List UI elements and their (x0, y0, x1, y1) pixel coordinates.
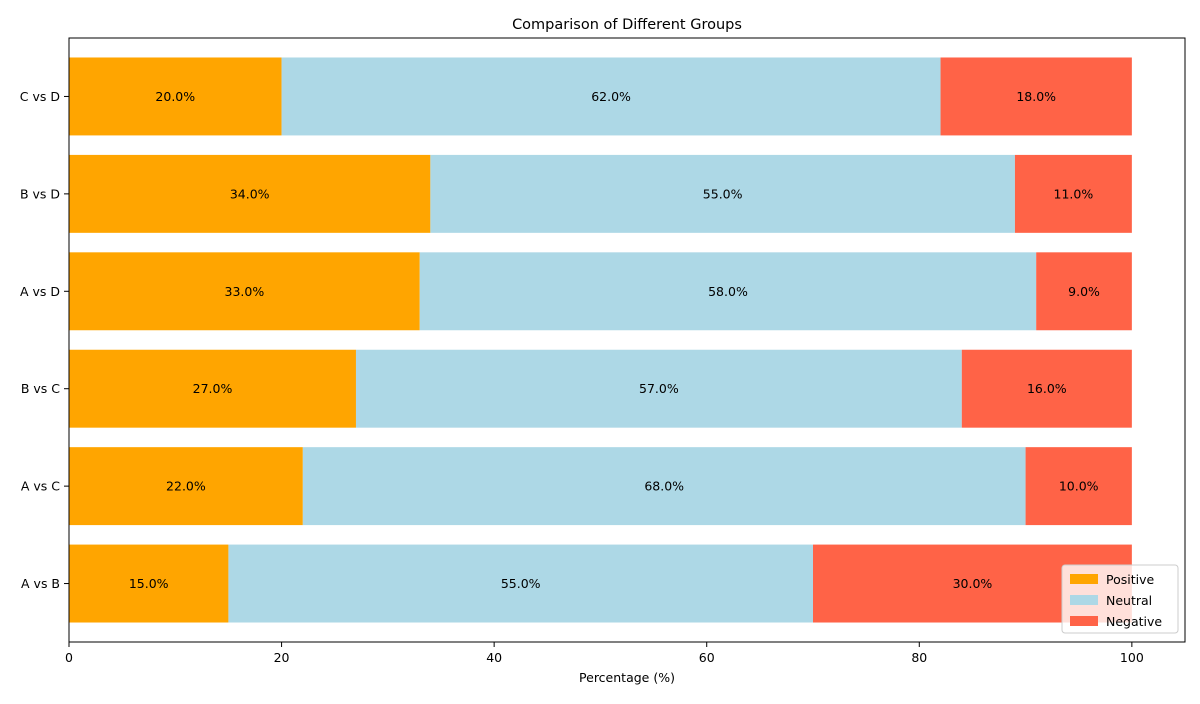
bar-value-label: 20.0% (155, 89, 195, 104)
bar-value-label: 68.0% (644, 479, 684, 494)
y-tick-label: A vs C (21, 479, 60, 494)
x-tick-label: 20 (274, 650, 290, 665)
bar-value-label: 57.0% (639, 381, 679, 396)
bar-segment-neutral (281, 57, 941, 136)
bar-value-label: 55.0% (703, 186, 743, 201)
bar-segment-neutral (355, 349, 962, 428)
bar-value-label: 62.0% (591, 89, 631, 104)
x-tick-label: 80 (911, 650, 927, 665)
bar-value-label: 9.0% (1068, 284, 1100, 299)
bar-segment-positive (69, 544, 229, 623)
value-label-group: 15.0% 55.0% 30.0% 22.0% 68.0% 10.0% 27.0% 57.0%… (129, 89, 1100, 591)
bar-segment-neutral (430, 154, 1015, 233)
x-tick-label: 100 (1120, 650, 1144, 665)
plot-frame (68, 37, 1186, 643)
y-tick-label: B vs C (21, 381, 60, 396)
bar-value-label: 27.0% (193, 381, 233, 396)
bar-value-label: 58.0% (708, 284, 748, 299)
bar-value-label: 33.0% (225, 284, 265, 299)
x-tick-label: 60 (699, 650, 715, 665)
bar-value-label: 16.0% (1027, 381, 1067, 396)
legend: Positive Neutral Negative (1061, 564, 1179, 634)
bar-segment-neutral (228, 544, 813, 623)
legend-label-positive: Positive (1106, 572, 1154, 587)
legend-swatch-negative (1070, 616, 1098, 626)
legend-label-negative: Negative (1106, 614, 1162, 629)
bar-value-label: 10.0% (1059, 479, 1099, 494)
bar-segment-neutral (419, 252, 1037, 331)
x-tick-label: 0 (65, 650, 73, 665)
bar-value-label: 15.0% (129, 576, 169, 591)
bar-value-label: 55.0% (501, 576, 541, 591)
chart-title: Comparison of Different Groups (512, 17, 742, 33)
bar-segment-positive (69, 349, 356, 428)
bar-segment-negative (1025, 447, 1132, 526)
bar-value-label: 30.0% (953, 576, 993, 591)
y-tick-label: B vs D (20, 186, 60, 201)
bar-value-label: 18.0% (1016, 89, 1056, 104)
y-tick-label: C vs D (20, 89, 60, 104)
bar-segment-positive (69, 252, 420, 331)
bar-segment-positive (69, 154, 431, 233)
bar-segment-negative (940, 57, 1132, 136)
legend-label-neutral: Neutral (1106, 593, 1152, 608)
bar-segment-negative (961, 349, 1132, 428)
y-tick-label: A vs D (20, 284, 60, 299)
bar-segment-negative (1014, 154, 1132, 233)
y-axis: A vs B A vs C B vs C A vs D B vs D C vs D (20, 89, 69, 591)
x-axis-label: Percentage (%) (579, 670, 675, 685)
bar-segment-negative (1036, 252, 1132, 331)
bar-segment-positive (69, 57, 282, 136)
bar-segment-neutral (302, 447, 1026, 526)
bar-value-label: 34.0% (230, 186, 270, 201)
legend-swatch-positive (1070, 574, 1098, 584)
x-tick-label: 40 (486, 650, 502, 665)
x-axis: 0 20 40 60 80 100 (65, 642, 1144, 665)
bar-value-label: 11.0% (1054, 186, 1094, 201)
y-tick-label: A vs B (21, 576, 60, 591)
bar-segment-positive (69, 447, 303, 526)
bar-value-label: 22.0% (166, 479, 206, 494)
legend-swatch-neutral (1070, 595, 1098, 605)
bar-group (69, 57, 1132, 623)
